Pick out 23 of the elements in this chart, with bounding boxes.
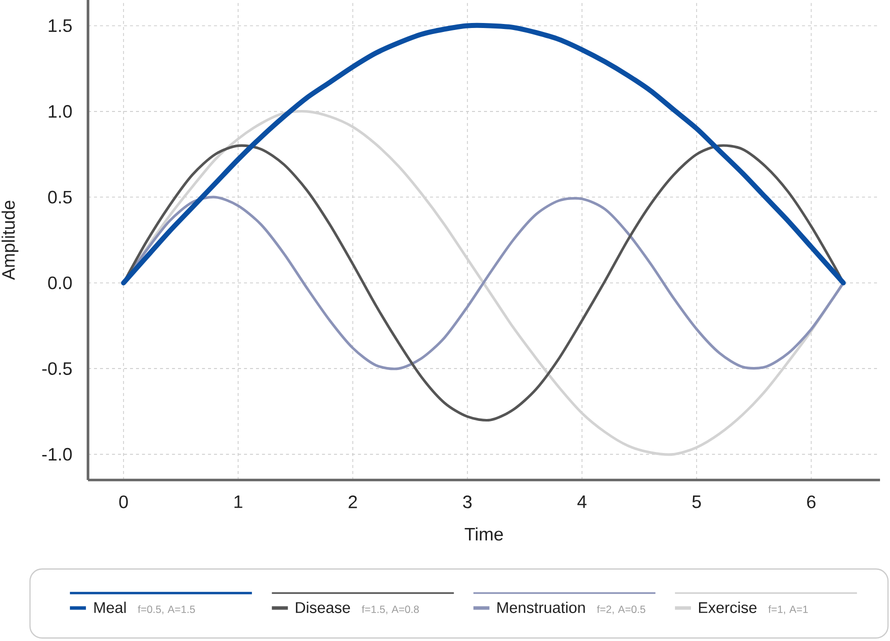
- x-tick-label: 4: [577, 496, 586, 508]
- x-tick-label: 2: [348, 496, 357, 508]
- legend-label: Disease: [296, 602, 350, 614]
- y-tick-label: 1.0: [48, 105, 72, 118]
- y-tick-label: -0.5: [42, 362, 72, 375]
- y-tick-label: -1.0: [42, 448, 72, 461]
- x-tick-label: 1: [234, 496, 242, 508]
- y-tick-label: 0.5: [48, 190, 72, 204]
- legend-label: Meal: [94, 602, 126, 614]
- y-tick-label: 0.0: [48, 276, 72, 290]
- legend-label: Exercise: [699, 602, 757, 614]
- text: f=1.5, A=0.8: [362, 605, 419, 614]
- x-axis-title: Time: [464, 527, 503, 541]
- x-tick-label: 6: [807, 496, 816, 508]
- legend-label: Menstruation: [497, 602, 585, 614]
- y-axis-title: Amplitude: [2, 200, 18, 280]
- x-tick-label: 5: [692, 496, 701, 508]
- text: f=1, A=1: [768, 605, 808, 614]
- x-tick-label: 0: [119, 496, 128, 508]
- y-tick-label: 1.5: [48, 19, 72, 32]
- text: f=2, A=0.5: [596, 605, 646, 614]
- text: f=0.5, A=1.5: [138, 605, 195, 614]
- x-tick-label: 3: [463, 496, 472, 508]
